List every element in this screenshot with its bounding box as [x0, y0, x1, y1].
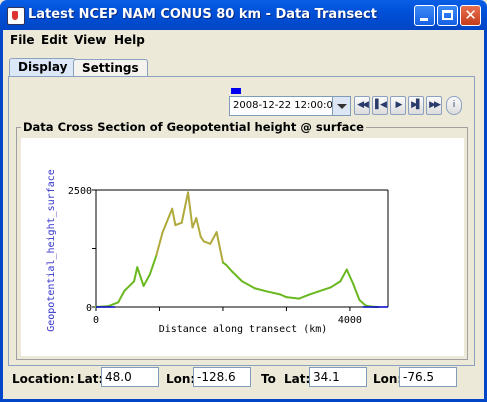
- info-icon: i: [452, 100, 456, 110]
- first-step-icon: ◀◀: [357, 100, 369, 110]
- end-lat-label: Lat:: [284, 372, 311, 386]
- menu-help[interactable]: Help: [114, 33, 145, 47]
- start-lat-field[interactable]: 48.0: [101, 367, 159, 387]
- menu-bar: File Edit View Help: [3, 30, 484, 51]
- panel-title: Data Cross Section of Geopotential heigh…: [21, 120, 366, 134]
- play-icon: ▶: [395, 100, 403, 110]
- menu-file[interactable]: File: [10, 33, 35, 47]
- chevron-down-icon[interactable]: [332, 97, 350, 115]
- step-back-icon: ▌◀: [375, 100, 387, 110]
- time-select[interactable]: 2008-12-22 12:00:00Z: [229, 96, 351, 116]
- time-marker: [231, 88, 241, 94]
- lon-label: Lon:: [166, 372, 196, 386]
- end-lon-field[interactable]: -76.5: [399, 367, 457, 387]
- step-back-button[interactable]: ▌◀: [372, 96, 388, 115]
- end-lon-label: Lon:: [373, 372, 403, 386]
- menu-view[interactable]: View: [74, 33, 107, 47]
- first-step-button[interactable]: ◀◀: [354, 96, 370, 115]
- minimize-button[interactable]: [414, 5, 435, 26]
- java-app-icon: [7, 7, 25, 25]
- play-button[interactable]: ▶: [390, 96, 406, 115]
- tab-display[interactable]: Display: [9, 58, 77, 76]
- menu-edit[interactable]: Edit: [41, 33, 68, 47]
- step-forward-button[interactable]: ▶▌: [408, 96, 424, 115]
- last-step-button[interactable]: ▶▶: [426, 96, 442, 115]
- window-title: Latest NCEP NAM CONUS 80 km - Data Trans…: [28, 7, 377, 22]
- minimize-icon: [420, 18, 428, 21]
- close-icon: ✕: [464, 6, 477, 24]
- to-label: To: [261, 372, 276, 386]
- time-select-value: 2008-12-22 12:00:00Z: [233, 100, 347, 111]
- info-button[interactable]: i: [446, 96, 462, 115]
- start-lon-field[interactable]: -128.6: [193, 367, 251, 387]
- end-lat-field[interactable]: 34.1: [309, 367, 367, 387]
- close-button[interactable]: ✕: [460, 5, 481, 26]
- tab-settings[interactable]: Settings: [73, 59, 148, 76]
- plot-background: [21, 138, 464, 356]
- step-forward-icon: ▶▌: [411, 100, 423, 110]
- maximize-button[interactable]: [437, 5, 458, 26]
- last-step-icon: ▶▶: [429, 100, 441, 110]
- window-titlebar[interactable]: Latest NCEP NAM CONUS 80 km - Data Trans…: [0, 0, 487, 30]
- maximize-icon: [442, 10, 453, 20]
- lat-label: Lat:: [77, 372, 104, 386]
- location-label: Location:: [12, 372, 75, 386]
